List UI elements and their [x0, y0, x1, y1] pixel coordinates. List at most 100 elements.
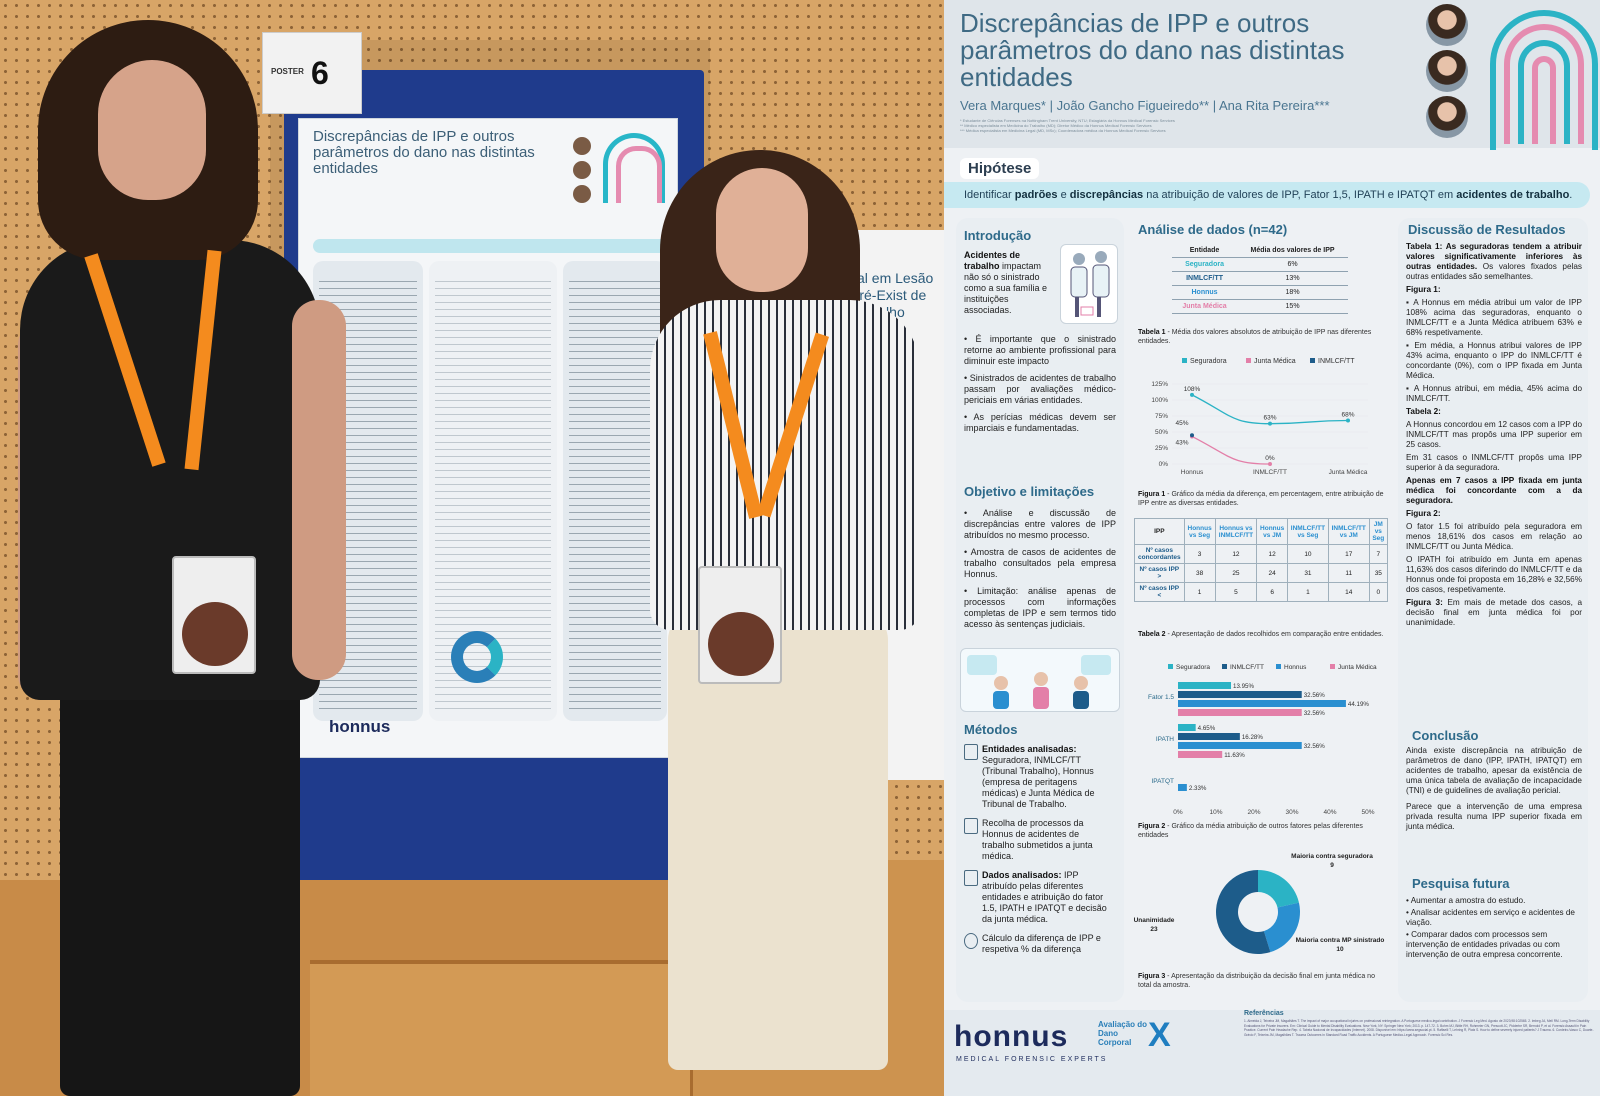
- figure3-caption: Figura 3 - Apresentação da distribuição …: [1138, 973, 1375, 989]
- mini-poster: Discrepâncias de IPP e outros parâmetros…: [298, 118, 678, 758]
- name-badge-left: [172, 556, 256, 674]
- fig1-legend-label: INMLCF/TT: [1318, 358, 1355, 365]
- fig1-data-label: 108%: [1184, 386, 1201, 393]
- intro-bullet-3: • As perícias médicas devem ser imparcia…: [964, 412, 1116, 433]
- discussion-para: Figura 2:: [1406, 509, 1441, 518]
- t2-header: JM vs Seg: [1368, 518, 1389, 545]
- references-heading: Referências: [1244, 1010, 1284, 1017]
- methods-list: Entidades analisadas: Seguradora, INMLCF…: [964, 744, 1120, 955]
- fig3-slice-value: 10: [1336, 946, 1344, 953]
- poster-tag-label: POSTER: [271, 67, 304, 76]
- fig1-legend-label: Junta Médica: [1254, 358, 1296, 365]
- chart-icon: [964, 744, 978, 760]
- fig2-bar: [1178, 742, 1302, 749]
- fig1-ytick: 125%: [1151, 381, 1168, 388]
- fig2-category-label: IPATQT: [1151, 778, 1174, 785]
- people-icon: [964, 870, 978, 886]
- fig2-data-label: 13.95%: [1233, 683, 1254, 690]
- t2-cell: 17: [1327, 544, 1370, 564]
- adc-logo-text: Avaliação do Dano Corporal: [1098, 1020, 1148, 1047]
- poster-affiliations: * Estudante de Ciências Forenses na Nott…: [960, 118, 1380, 133]
- author-photo-3: [1426, 96, 1468, 138]
- t2-cell: 24: [1256, 563, 1288, 583]
- t2-cell: 14: [1327, 582, 1370, 602]
- fig1-legend-item: Seguradora: [1182, 358, 1227, 365]
- fig1-point: [1190, 433, 1194, 438]
- t2-row: Nº casos IPP <1 5 6 1 14 0: [1134, 582, 1389, 602]
- t1-value: 6%: [1237, 257, 1348, 272]
- t1-row: INMLCF/TT 13%: [1172, 271, 1348, 286]
- t2-cell: 3: [1183, 544, 1216, 564]
- t1-value: 13%: [1237, 271, 1348, 286]
- fig2-bar: [1178, 724, 1196, 731]
- t2-row-label: Nº casos IPP >: [1134, 563, 1185, 583]
- mini-donut: [451, 631, 503, 683]
- t1-row: Junta Médica 15%: [1172, 299, 1348, 314]
- honnus-logo: honnus: [954, 1020, 1069, 1053]
- name-badge-right: [698, 566, 782, 684]
- mini-fingerprint-logo: [603, 133, 665, 203]
- t2-cell: 0: [1368, 582, 1389, 602]
- fig2-data-label: 16.28%: [1242, 734, 1263, 741]
- t2-cell: 1: [1183, 582, 1216, 602]
- mini-poster-title: Discrepâncias de IPP e outros parâmetros…: [313, 128, 535, 177]
- t1-header-mean: Média dos valores de IPP: [1237, 244, 1348, 258]
- fig1-data-label: 43%: [1175, 439, 1188, 446]
- fig2-category-label: Fator 1.5: [1148, 694, 1174, 701]
- intro-heading: Introdução: [964, 228, 1032, 243]
- conclusion-para-1: Ainda existe discrepância na atribuição …: [1406, 746, 1582, 795]
- mini-poster-faces: [573, 137, 593, 209]
- t2-cell: 6: [1256, 582, 1288, 602]
- author-photo-2: [1426, 50, 1468, 92]
- document-icon: [964, 818, 978, 834]
- fig2-data-label: 11.63%: [1224, 752, 1245, 759]
- t1-entity: INMLCF/TT: [1172, 271, 1238, 286]
- discussion-para: Figura 3: Em mais de metade dos casos, a…: [1406, 598, 1582, 627]
- middle-column: Análise de dados (n=42) Entidade Média d…: [1132, 218, 1390, 1002]
- figure1-caption: Figura 1 - Gráfico da média da diferença…: [1138, 491, 1384, 507]
- fig1-data-label: 68%: [1341, 411, 1354, 418]
- fig1-series-line: [1191, 435, 1271, 465]
- t2-header: Honnus vs JM: [1256, 518, 1288, 545]
- t2-cell: 1: [1286, 582, 1329, 602]
- mini-col-right: [563, 261, 667, 721]
- intro-lead: Acidentes de trabalho impactam não só o …: [964, 250, 1048, 315]
- table-ipp-means: Entidade Média dos valores de IPP Segura…: [1172, 244, 1348, 314]
- discussion-para: ▪ A Honnus atribui, em média, 45% acima …: [1406, 384, 1582, 403]
- fig1-legend-item: Junta Médica: [1246, 358, 1296, 365]
- t2-cell: 5: [1214, 582, 1258, 602]
- references-text: 1. Almeida J, Teixeira JM, Magalhães T. …: [1244, 1019, 1594, 1037]
- t2-header: IPP: [1134, 518, 1185, 545]
- t1-header-entity: Entidade: [1172, 244, 1238, 258]
- poster-title: Discrepâncias de IPP e outros parâmetros…: [960, 8, 1345, 92]
- fig1-xtick: Honnus: [1181, 469, 1204, 476]
- fig1-point: [1268, 462, 1272, 466]
- fig1-point: [1346, 418, 1350, 423]
- fig3-slice: [1216, 870, 1271, 954]
- fig1-ytick: 50%: [1155, 429, 1168, 436]
- fig2-legend-label: INMLCF/TT: [1230, 664, 1264, 671]
- fig1-data-label: 63%: [1263, 415, 1276, 422]
- fig2-category-label: IPATH: [1156, 736, 1174, 743]
- future-bullet-1: • Aumentar a amostra do estudo.: [1406, 896, 1526, 905]
- intro-bullet-2: • Sinistrados de acidentes de trabalho p…: [964, 373, 1116, 405]
- conference-photo: POSTER 6 Discrepâncias de IPP e outros p…: [0, 0, 944, 1096]
- t2-row: Nº casos concordantes 3 12 12 10 17 7: [1134, 544, 1389, 564]
- discussion-para: ▪ Em média, a Honnus atribui valores de …: [1406, 341, 1582, 380]
- honnus-tagline: MEDICAL FORENSIC EXPERTS: [956, 1056, 1108, 1063]
- fig2-legend-label: Seguradora: [1176, 664, 1210, 671]
- table1-caption: Tabela 1 - Média dos valores absolutos d…: [1138, 329, 1372, 345]
- fig2-legend-item: INMLCF/TT: [1222, 664, 1264, 671]
- fig3-slice-label: Unanimidade: [1134, 917, 1175, 924]
- future-bullet-2: • Analisar acidentes em serviço e aciden…: [1406, 908, 1575, 927]
- discussion-para: ▪ A Honnus em média atribui um valor de …: [1406, 298, 1582, 337]
- discussion-para: A Honnus concordou em 12 casos com a IPP…: [1406, 420, 1582, 449]
- poster-footer: honnus MEDICAL FORENSIC EXPERTS Avaliaçã…: [944, 1010, 1600, 1096]
- discussion-para: O fator 1.5 foi atribuído pela segurador…: [1406, 522, 1582, 551]
- doctors-illustration: [1060, 244, 1118, 324]
- future-research-heading: Pesquisa futura: [1412, 876, 1510, 891]
- fig2-bar: [1178, 700, 1346, 707]
- method-item-4: Cálculo da diferença de IPP e respetiva …: [964, 933, 1120, 955]
- fig1-ytick: 100%: [1151, 397, 1168, 404]
- fig2-xtick: 40%: [1323, 809, 1336, 816]
